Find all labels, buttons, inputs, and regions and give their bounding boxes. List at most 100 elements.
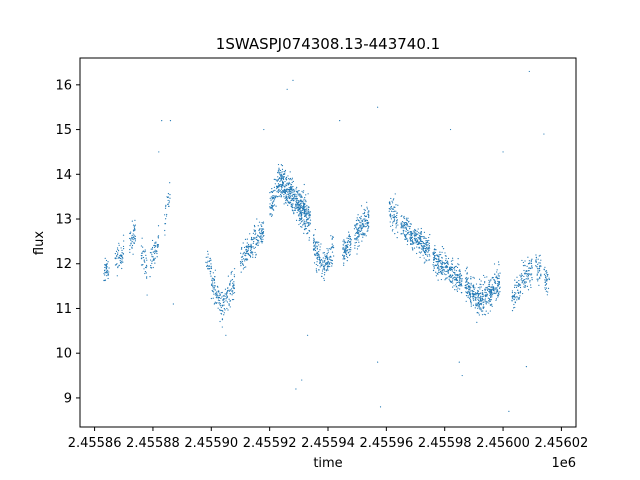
data-point bbox=[123, 240, 125, 242]
data-point bbox=[251, 252, 253, 254]
data-point bbox=[471, 293, 473, 295]
data-point bbox=[217, 299, 220, 301]
data-point bbox=[441, 260, 443, 262]
data-point bbox=[244, 260, 246, 262]
data-point bbox=[157, 235, 160, 237]
data-point bbox=[406, 219, 409, 221]
data-point bbox=[355, 219, 357, 222]
data-point bbox=[362, 220, 364, 222]
data-point bbox=[316, 271, 318, 273]
data-point bbox=[379, 406, 382, 408]
data-point bbox=[498, 277, 500, 279]
data-point bbox=[469, 299, 471, 301]
data-point bbox=[429, 233, 431, 236]
data-point bbox=[258, 235, 260, 238]
data-point bbox=[347, 246, 349, 248]
data-point bbox=[420, 227, 422, 230]
data-point bbox=[150, 248, 152, 250]
data-point bbox=[403, 222, 406, 224]
data-point bbox=[397, 204, 399, 206]
data-point bbox=[521, 280, 523, 282]
data-point bbox=[247, 249, 249, 252]
data-point bbox=[452, 277, 454, 280]
data-point bbox=[165, 205, 167, 207]
data-point bbox=[297, 202, 299, 204]
data-point bbox=[315, 254, 317, 257]
data-point bbox=[523, 286, 525, 288]
data-point bbox=[131, 246, 133, 248]
data-point bbox=[270, 199, 272, 201]
data-point bbox=[164, 207, 167, 209]
data-point bbox=[248, 243, 250, 246]
data-point bbox=[498, 264, 500, 266]
data-point bbox=[356, 232, 359, 235]
data-point bbox=[214, 289, 217, 291]
data-point bbox=[422, 246, 424, 249]
data-point bbox=[401, 215, 403, 217]
data-point bbox=[481, 298, 483, 301]
data-point bbox=[281, 192, 283, 194]
data-point bbox=[275, 195, 277, 197]
data-point bbox=[497, 261, 500, 263]
data-point bbox=[354, 247, 356, 249]
data-point bbox=[545, 276, 547, 279]
data-point bbox=[458, 276, 460, 278]
data-point bbox=[308, 222, 310, 224]
data-point bbox=[358, 227, 360, 230]
data-point bbox=[412, 232, 414, 234]
data-point bbox=[299, 208, 301, 210]
data-point bbox=[275, 205, 277, 207]
data-point bbox=[283, 192, 285, 194]
data-point bbox=[418, 251, 420, 253]
data-point bbox=[539, 269, 541, 271]
data-point bbox=[358, 245, 360, 247]
data-point bbox=[461, 281, 463, 283]
data-point bbox=[343, 248, 345, 250]
data-point bbox=[476, 303, 479, 305]
data-point bbox=[415, 240, 417, 242]
data-point bbox=[293, 193, 296, 195]
data-point bbox=[154, 249, 156, 251]
data-point bbox=[259, 236, 261, 238]
data-point bbox=[252, 251, 254, 253]
data-point bbox=[444, 270, 446, 273]
data-point bbox=[346, 237, 348, 239]
data-point bbox=[227, 287, 229, 289]
data-point bbox=[479, 288, 481, 290]
data-point bbox=[347, 252, 349, 254]
data-point bbox=[233, 283, 235, 285]
data-point bbox=[447, 261, 449, 263]
data-point bbox=[518, 291, 520, 293]
data-point bbox=[307, 222, 309, 224]
data-point bbox=[363, 208, 365, 211]
data-point bbox=[305, 227, 307, 230]
data-point bbox=[414, 228, 416, 231]
data-point bbox=[298, 213, 300, 216]
data-point bbox=[231, 270, 233, 273]
data-point bbox=[442, 271, 444, 273]
data-point bbox=[459, 270, 461, 273]
data-point bbox=[302, 208, 305, 210]
data-point bbox=[231, 294, 233, 296]
data-point bbox=[410, 242, 412, 245]
data-point bbox=[210, 284, 213, 286]
data-point bbox=[391, 200, 393, 202]
data-point bbox=[114, 257, 116, 259]
data-point bbox=[134, 240, 137, 242]
data-point bbox=[105, 264, 108, 267]
data-point bbox=[478, 314, 480, 316]
data-point bbox=[225, 298, 227, 300]
data-point bbox=[144, 271, 147, 273]
data-point bbox=[146, 294, 148, 296]
data-point bbox=[279, 169, 282, 172]
data-point bbox=[345, 251, 347, 253]
data-point bbox=[447, 262, 449, 264]
data-point bbox=[467, 282, 470, 284]
data-point bbox=[436, 260, 439, 263]
data-point bbox=[455, 270, 457, 272]
data-point bbox=[364, 223, 366, 225]
data-point bbox=[493, 290, 495, 292]
data-point bbox=[364, 211, 366, 213]
data-point bbox=[528, 260, 530, 262]
data-point bbox=[274, 183, 276, 185]
